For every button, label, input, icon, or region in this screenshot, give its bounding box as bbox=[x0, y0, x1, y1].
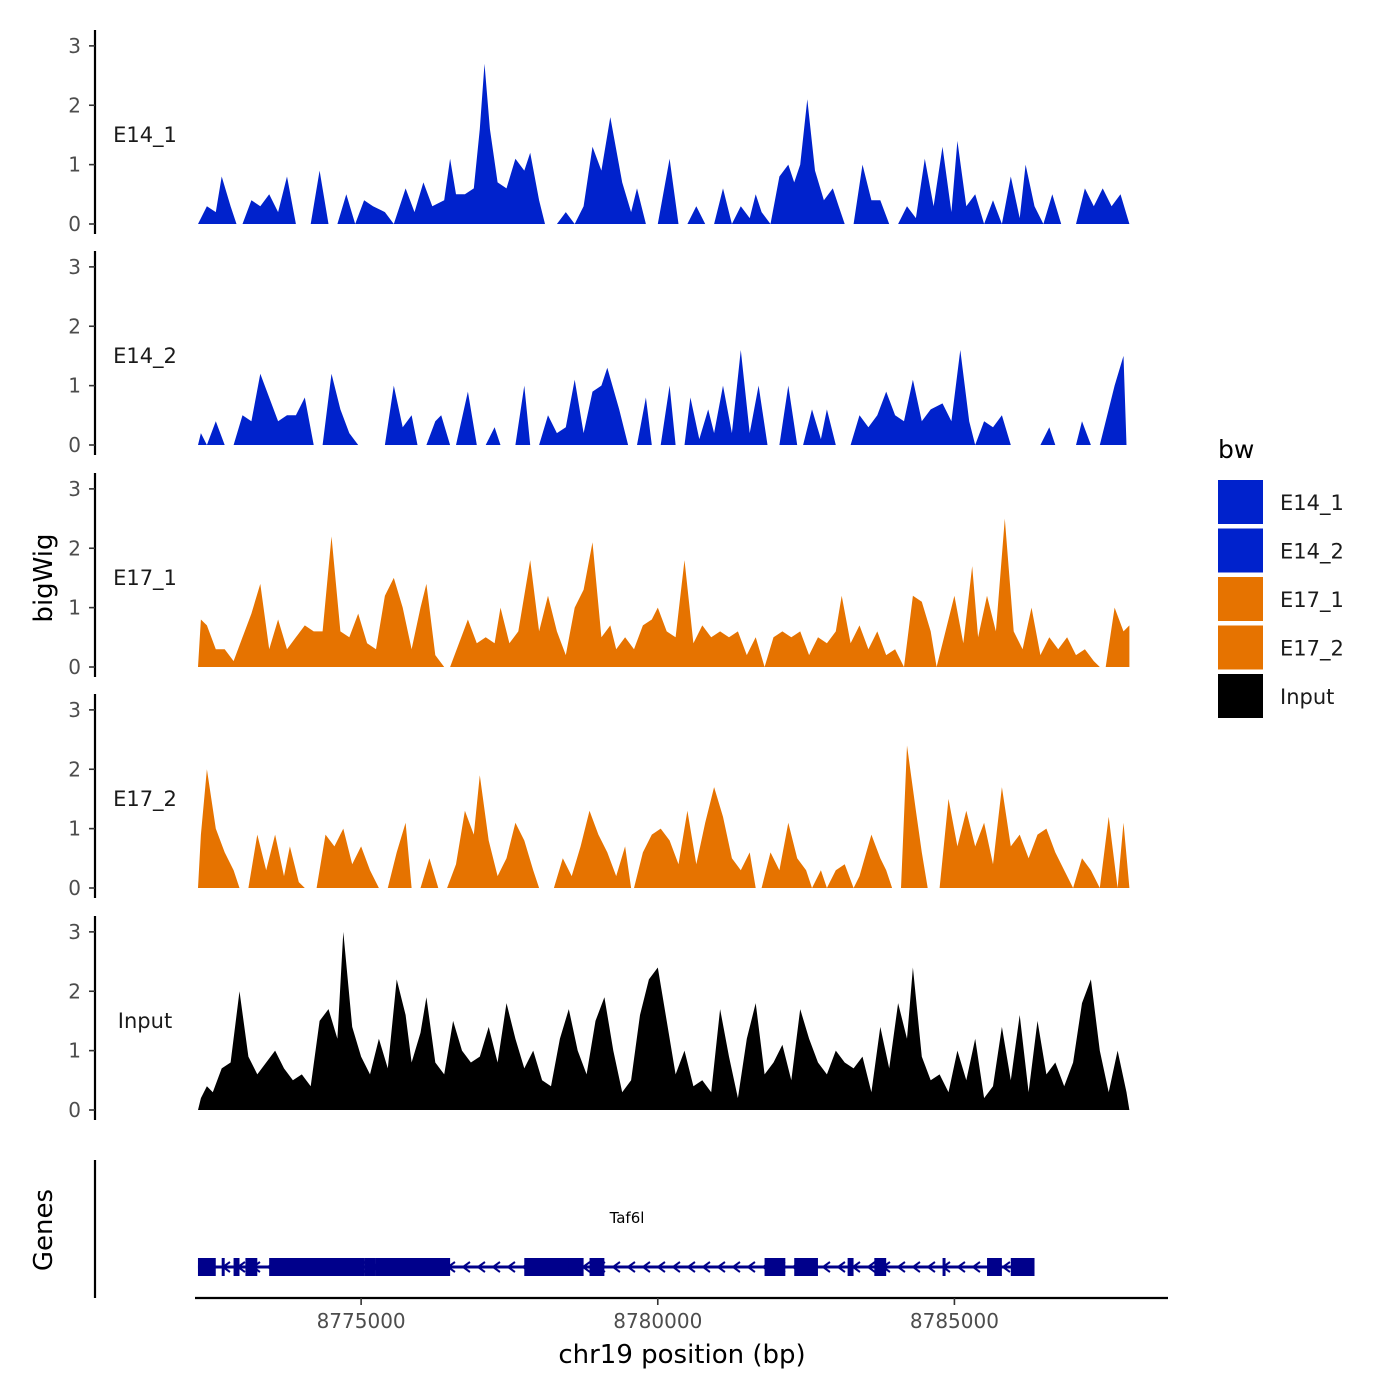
y-tick-label: 1 bbox=[68, 1039, 81, 1063]
strand-arrow bbox=[716, 1261, 726, 1273]
tracks-layer: 0 1 2 3 E14_1 0 1 2 3 E14_2 0 1 2 3 E17_1 0 1 2 3 E17_2 0 1 2 3… bbox=[68, 30, 1130, 1122]
strand-arrow bbox=[746, 1261, 756, 1273]
legend-key-Input bbox=[1218, 674, 1263, 718]
legend-title: bw bbox=[1218, 435, 1254, 464]
legend-key-E14_2 bbox=[1218, 528, 1263, 573]
gene-name-label: Taf6l bbox=[609, 1209, 645, 1227]
genes-axis-title: Genes bbox=[29, 1189, 59, 1271]
y-tick-label: 0 bbox=[68, 655, 81, 679]
legend-key-E14_1 bbox=[1218, 480, 1263, 524]
strand-arrow bbox=[611, 1261, 621, 1273]
track-label-Input: Input bbox=[118, 1009, 172, 1033]
track-panel-E17_2: 0 1 2 3 E17_2 bbox=[68, 694, 1130, 900]
gene-exon bbox=[847, 1258, 854, 1276]
strand-arrow bbox=[926, 1261, 936, 1273]
track-area-Input bbox=[198, 931, 1130, 1110]
strand-arrow bbox=[911, 1261, 921, 1273]
y-tick-label: 1 bbox=[68, 817, 81, 841]
y-tick-label: 3 bbox=[68, 477, 81, 501]
gene-exon bbox=[364, 1258, 376, 1276]
legend-key-E17_1 bbox=[1218, 577, 1263, 621]
y-tick-label: 0 bbox=[68, 1098, 81, 1122]
y-tick-label: 3 bbox=[68, 698, 81, 722]
y-tick-label: 0 bbox=[68, 212, 81, 236]
gene-exon bbox=[568, 1258, 584, 1276]
legend-label-Input: Input bbox=[1280, 685, 1334, 709]
x-tick-label: 8780000 bbox=[613, 1309, 702, 1333]
track-area-E14_2 bbox=[198, 350, 1127, 445]
gene-exon bbox=[874, 1258, 887, 1276]
strand-arrow bbox=[476, 1261, 486, 1273]
strand-arrow bbox=[896, 1261, 906, 1273]
strand-arrow bbox=[956, 1261, 966, 1273]
strand-arrow bbox=[506, 1261, 516, 1273]
y-tick-label: 3 bbox=[68, 34, 81, 58]
track-area-E17_2 bbox=[198, 745, 1130, 888]
y-tick-label: 2 bbox=[68, 93, 81, 117]
strand-arrow bbox=[656, 1261, 666, 1273]
y-tick-label: 2 bbox=[68, 314, 81, 338]
gene-exon bbox=[942, 1258, 946, 1276]
y-tick-label: 2 bbox=[68, 536, 81, 560]
legend-label-E14_2: E14_2 bbox=[1280, 540, 1344, 565]
track-panel-E14_2: 0 1 2 3 E14_2 bbox=[68, 251, 1127, 457]
gene-exon bbox=[269, 1258, 365, 1276]
strand-arrow bbox=[626, 1261, 636, 1273]
strand-arrow bbox=[821, 1261, 831, 1273]
legend: bw E14_1 E14_2 E17_1 E17_2 Input bbox=[1218, 435, 1344, 718]
y-tick-label: 1 bbox=[68, 374, 81, 398]
track-label-E14_2: E14_2 bbox=[113, 344, 177, 369]
strand-arrow bbox=[731, 1261, 741, 1273]
track-panel-E17_1: 0 1 2 3 E17_1 bbox=[68, 473, 1130, 679]
strand-arrow bbox=[671, 1261, 681, 1273]
y-tick-label: 0 bbox=[68, 876, 81, 900]
y-axis-title: bigWig bbox=[29, 533, 59, 622]
y-tick-label: 0 bbox=[68, 433, 81, 457]
gene-exon bbox=[197, 1258, 216, 1276]
gene-exon bbox=[1010, 1258, 1035, 1276]
y-tick-label: 3 bbox=[68, 255, 81, 279]
legend-label-E14_1: E14_1 bbox=[1280, 491, 1344, 516]
gene-exon bbox=[794, 1258, 818, 1276]
track-area-E14_1 bbox=[198, 63, 1130, 225]
y-tick-label: 1 bbox=[68, 596, 81, 620]
legend-key-E17_2 bbox=[1218, 625, 1263, 670]
y-tick-label: 3 bbox=[68, 920, 81, 944]
track-panel-Input: 0 1 2 3 Input bbox=[68, 916, 1130, 1122]
gene-exon bbox=[589, 1258, 605, 1276]
y-tick-label: 2 bbox=[68, 757, 81, 781]
gene-exon bbox=[987, 1258, 1002, 1276]
x-axis: 8775000 8780000 8785000 bbox=[195, 1296, 1168, 1333]
track-area-E17_1 bbox=[198, 518, 1130, 667]
strand-arrow bbox=[686, 1261, 696, 1273]
gene-layer: Taf6l bbox=[93, 1160, 1035, 1298]
gene-exon bbox=[764, 1258, 786, 1276]
gene-exon bbox=[233, 1258, 240, 1276]
strand-arrow bbox=[701, 1261, 711, 1273]
x-axis-title: chr19 position (bp) bbox=[558, 1340, 805, 1370]
x-tick-label: 8775000 bbox=[317, 1309, 406, 1333]
strand-arrow bbox=[866, 1261, 876, 1273]
strand-arrow bbox=[971, 1261, 981, 1273]
strand-arrow bbox=[461, 1261, 471, 1273]
gene-exon bbox=[221, 1258, 225, 1276]
legend-label-E17_2: E17_2 bbox=[1280, 637, 1344, 662]
strand-arrow bbox=[641, 1261, 651, 1273]
gene-exon bbox=[375, 1258, 451, 1276]
gene-exon bbox=[524, 1258, 572, 1276]
strand-arrow bbox=[1001, 1261, 1011, 1273]
y-tick-label: 2 bbox=[68, 979, 81, 1003]
track-panel-E14_1: 0 1 2 3 E14_1 bbox=[68, 30, 1130, 236]
track-label-E17_2: E17_2 bbox=[113, 787, 177, 812]
track-label-E17_1: E17_1 bbox=[113, 566, 177, 591]
track-label-E14_1: E14_1 bbox=[113, 123, 177, 148]
x-tick-label: 8785000 bbox=[910, 1309, 999, 1333]
legend-label-E17_1: E17_1 bbox=[1280, 588, 1344, 613]
gene-exon bbox=[245, 1258, 258, 1276]
strand-arrow bbox=[491, 1261, 501, 1273]
y-tick-label: 1 bbox=[68, 153, 81, 177]
strand-arrow bbox=[836, 1261, 846, 1273]
